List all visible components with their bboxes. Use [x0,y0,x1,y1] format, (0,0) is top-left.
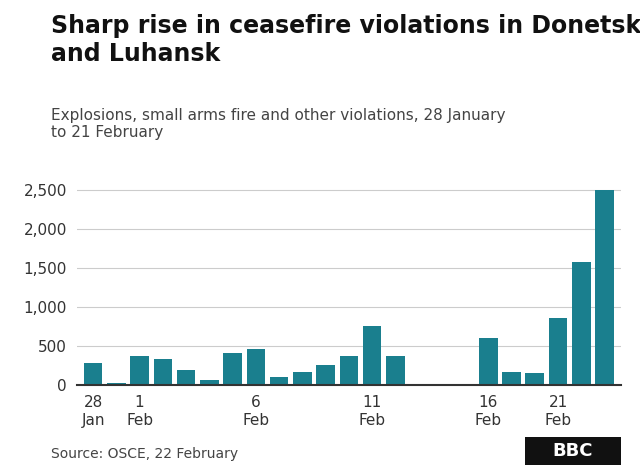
Bar [84,363,102,385]
Bar [572,262,591,385]
Bar [525,373,544,385]
Bar [246,349,265,385]
Bar [269,377,289,385]
Text: Explosions, small arms fire and other violations, 28 January
to 21 February: Explosions, small arms fire and other vi… [51,108,506,141]
Bar [177,370,195,385]
Bar [107,383,125,385]
Bar [200,380,219,385]
Text: BBC: BBC [552,442,593,460]
Bar [154,359,172,385]
Text: Source: OSCE, 22 February: Source: OSCE, 22 February [51,446,238,461]
Bar [316,365,335,385]
Bar [293,372,312,385]
Bar [339,356,358,385]
Bar [548,318,567,385]
Bar [595,189,614,385]
Bar [479,338,497,385]
Bar [386,356,404,385]
Text: Sharp rise in ceasefire violations in Donetsk
and Luhansk: Sharp rise in ceasefire violations in Do… [51,14,640,66]
Bar [363,326,381,385]
Bar [131,356,149,385]
Bar [502,372,521,385]
Bar [223,352,242,385]
